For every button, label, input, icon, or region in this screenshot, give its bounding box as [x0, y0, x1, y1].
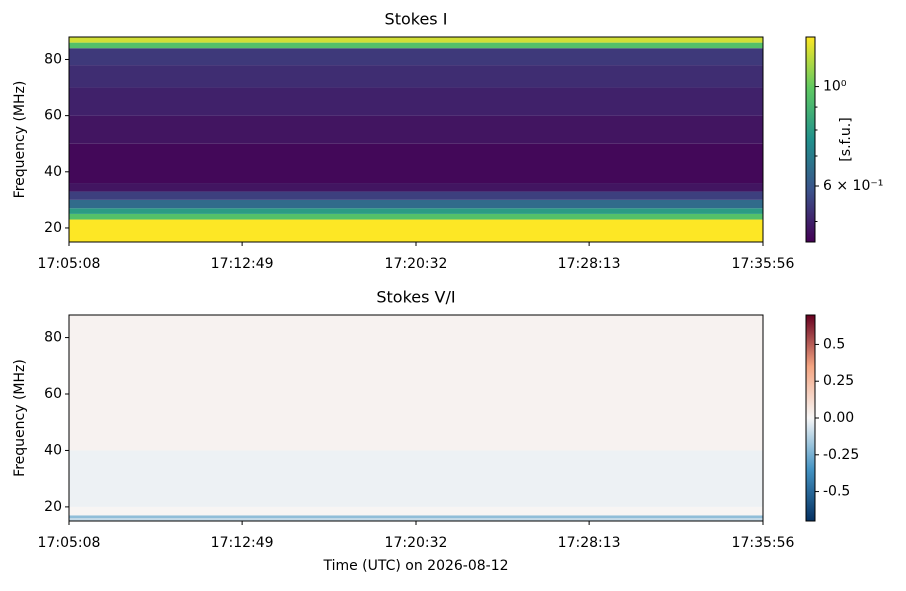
heatmap-cell	[69, 37, 763, 43]
y-tick-label: 80	[44, 330, 62, 346]
colorbar-tick-label: -0.25	[823, 447, 859, 463]
heatmap-cell	[69, 191, 763, 200]
colorbar-tick-label: 10⁰	[823, 79, 847, 95]
y-tick-label: 40	[44, 164, 62, 180]
heatmap-cell	[69, 213, 763, 220]
x-tick-label: 17:20:32	[385, 256, 448, 272]
heatmap-cell	[69, 315, 763, 451]
x-tick-label: 17:05:08	[38, 535, 101, 551]
y-tick-label: 20	[44, 499, 62, 515]
colorbar-tick-label: 6 × 10⁻¹	[823, 178, 883, 194]
heatmap-cell	[69, 42, 763, 49]
heatmap-cell	[69, 208, 763, 214]
heatmap-cell	[69, 87, 763, 116]
heatmap-cell	[69, 143, 763, 184]
colorbar	[805, 314, 816, 522]
heatmap-cell	[69, 518, 763, 521]
heatmap-cell	[69, 65, 763, 88]
colorbar-tick-label: 0.25	[823, 373, 854, 389]
panel-title: Stokes V/I	[376, 288, 455, 307]
x-tick-label: 17:20:32	[385, 535, 448, 551]
y-tick-label: 60	[44, 386, 62, 402]
heatmap-cell	[69, 183, 763, 192]
y-axis-label: Frequency (MHz)	[12, 81, 28, 199]
y-axis-label: Frequency (MHz)	[12, 359, 28, 477]
x-tick-label: 17:35:56	[732, 256, 795, 272]
colorbar-tick-label: 0.00	[823, 410, 854, 426]
y-tick-label: 40	[44, 442, 62, 458]
x-tick-label: 17:28:13	[558, 256, 621, 272]
y-tick-label: 60	[44, 108, 62, 124]
heatmap-cell	[69, 506, 763, 516]
x-tick-label: 17:05:08	[38, 256, 101, 272]
heatmap-cell	[69, 219, 763, 242]
colorbar-tick-label: -0.5	[823, 484, 850, 500]
heatmap-cell	[69, 48, 763, 66]
heatmap-cell	[69, 115, 763, 144]
x-tick-label: 17:28:13	[558, 535, 621, 551]
x-tick-label: 17:35:56	[732, 535, 795, 551]
heatmap-cell	[69, 450, 763, 507]
y-tick-label: 20	[44, 220, 62, 236]
panel-title: Stokes I	[385, 10, 448, 29]
colorbar	[805, 36, 816, 243]
y-tick-label: 80	[44, 51, 62, 67]
colorbar-label: [s.f.u.]	[838, 117, 854, 161]
heatmap-cell	[69, 515, 763, 519]
x-axis-label: Time (UTC) on 2026-08-12	[322, 558, 508, 574]
x-tick-label: 17:12:49	[211, 535, 274, 551]
heatmap-cell	[69, 199, 763, 209]
colorbar-tick-label: 0.5	[823, 336, 845, 352]
x-tick-label: 17:12:49	[211, 256, 274, 272]
